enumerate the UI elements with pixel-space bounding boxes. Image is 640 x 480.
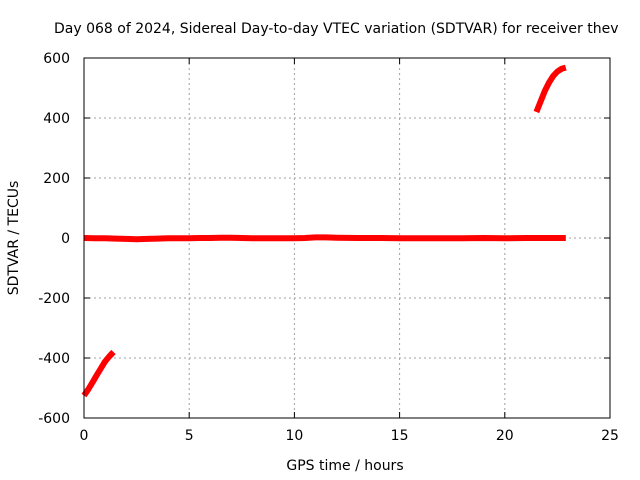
data-series [81, 64, 567, 398]
y-tick-label: 0 [61, 231, 70, 247]
x-tick-label: 10 [285, 428, 303, 444]
y-tick-label: 600 [43, 51, 70, 67]
x-tick-label: 15 [391, 428, 409, 444]
x-tick-label: 5 [185, 428, 194, 444]
ticks: 0 5 10 15 20 25 -600 -400 -200 0 200 400 600 [38, 51, 619, 444]
series-line-3 [533, 64, 567, 114]
plot-frame [83, 57, 611, 419]
series-line-1 [81, 349, 116, 398]
y-tick-label: -600 [38, 411, 70, 427]
y-tick-label: 400 [43, 111, 70, 127]
chart-title: Day 068 of 2024, Sidereal Day-to-day VTE… [54, 21, 618, 37]
x-tick-label: 25 [601, 428, 619, 444]
x-tick-label: 20 [496, 428, 514, 444]
x-tick-label: 0 [80, 428, 89, 444]
y-tick-label: -400 [38, 351, 70, 367]
y-tick-label: 200 [43, 171, 70, 187]
y-axis-label: SDTVAR / TECUs [6, 181, 22, 296]
y-tick-label: -200 [38, 291, 70, 307]
series-line-2 [83, 234, 566, 243]
x-axis-label: GPS time / hours [286, 458, 403, 474]
